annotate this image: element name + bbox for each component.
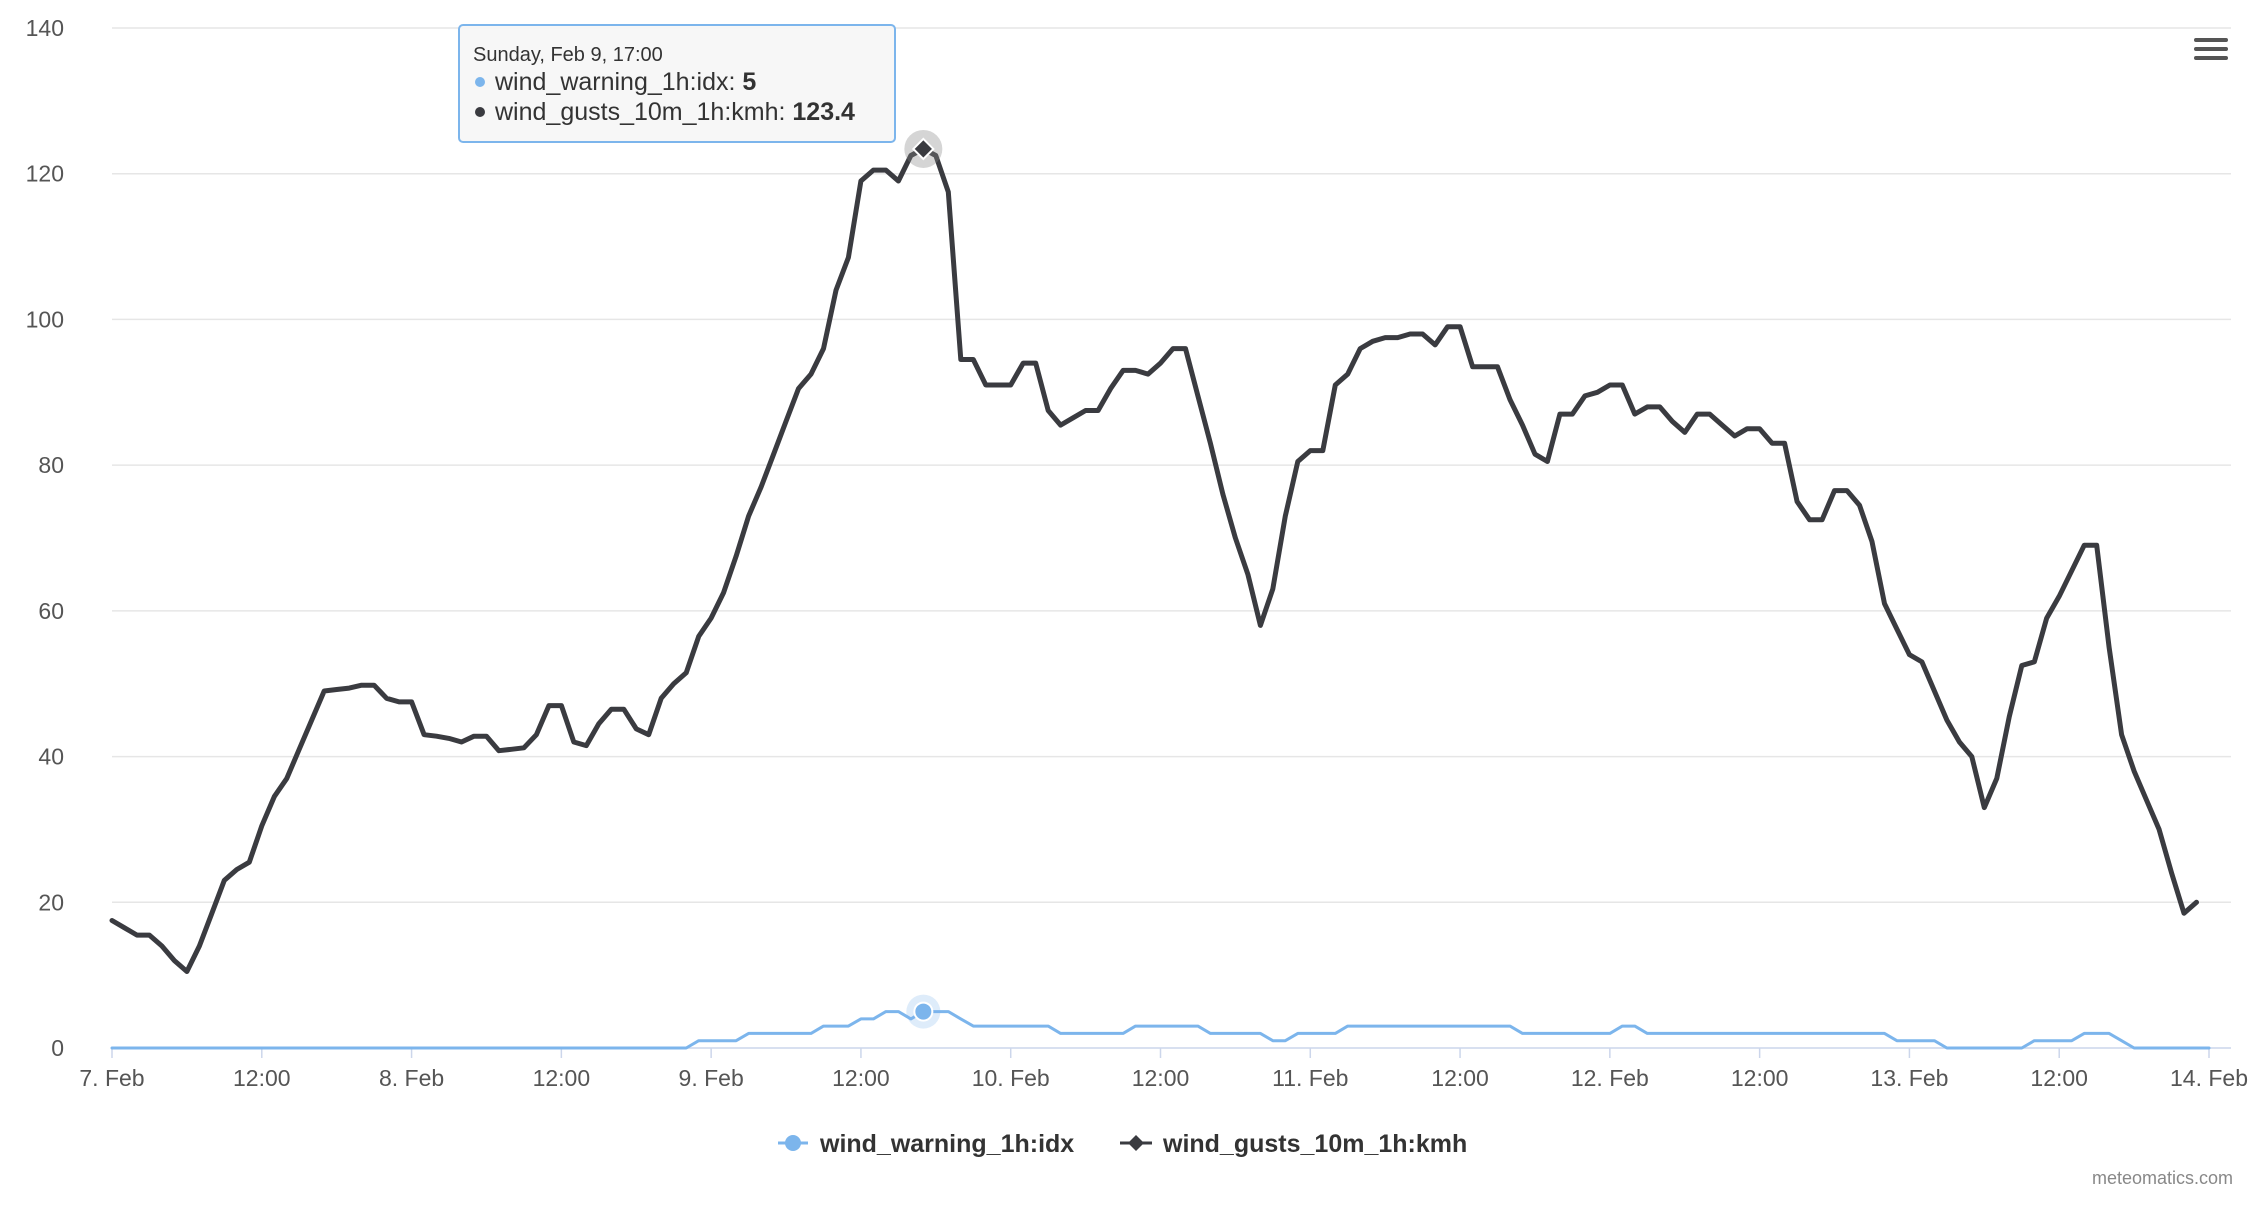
- tooltip-series-2-dot: [475, 107, 485, 117]
- x-tick-label: 10. Feb: [972, 1065, 1050, 1091]
- y-tick-label: 0: [51, 1035, 64, 1061]
- legend-label-wind-warning: wind_warning_1h:idx: [819, 1130, 1074, 1158]
- x-tick-label: 9. Feb: [679, 1065, 744, 1091]
- tooltip-box: [458, 24, 896, 143]
- tooltip-row-2-value: 123.4: [792, 98, 855, 126]
- legend-label-wind-gusts: wind_gusts_10m_1h:kmh: [1162, 1130, 1467, 1158]
- hover-point-wind-gusts[interactable]: [911, 137, 935, 161]
- hamburger-menu-icon[interactable]: [2186, 30, 2230, 70]
- x-tick-label: 12:00: [233, 1065, 291, 1091]
- y-tick-label: 60: [38, 598, 64, 624]
- x-tick-label: 8. Feb: [379, 1065, 444, 1091]
- legend-diamond-icon: [1128, 1135, 1144, 1151]
- legend-item-wind-gusts[interactable]: wind_gusts_10m_1h:kmh: [1120, 1130, 1467, 1158]
- x-tick-label: 7. Feb: [79, 1065, 144, 1091]
- hover-point-wind-warning[interactable]: [913, 1001, 934, 1022]
- tooltip-row-1-value: 5: [742, 68, 756, 96]
- legend: wind_warning_1h:idx wind_gusts_10m_1h:km…: [778, 1130, 1467, 1158]
- credits-link[interactable]: meteomatics.com: [2092, 1168, 2233, 1188]
- tooltip-row-2-label: wind_gusts_10m_1h:kmh:: [494, 98, 792, 126]
- y-tick-label: 20: [38, 889, 64, 915]
- x-tick-label: 11. Feb: [1272, 1065, 1348, 1091]
- series-line-wind-warning-1h-idx[interactable]: [110, 1010, 2211, 1050]
- tooltip-row-2: wind_gusts_10m_1h:kmh: 123.4: [494, 98, 855, 126]
- x-tick-label: 14. Feb: [2170, 1065, 2248, 1091]
- x-tick-label: 12:00: [1431, 1065, 1489, 1091]
- series-line-wind-gusts-10m-1h-kmh[interactable]: [109, 146, 2199, 974]
- y-axis: 0 20 40 60 80 100 120 140: [26, 15, 64, 1061]
- x-tick-label: 12:00: [533, 1065, 591, 1091]
- x-tick-label: 12:00: [832, 1065, 890, 1091]
- tooltip-header: Sunday, Feb 9, 17:00: [473, 44, 663, 66]
- tooltip: Sunday, Feb 9, 17:00 wind_warning_1h:idx…: [458, 24, 896, 143]
- y-tick-label: 140: [26, 15, 64, 41]
- legend-circle-icon: [785, 1135, 801, 1151]
- x-tick-label: 12:00: [1731, 1065, 1789, 1091]
- tooltip-row-1-label: wind_warning_1h:idx:: [494, 68, 742, 96]
- y-tick-label: 80: [38, 452, 64, 478]
- x-axis: 7. Feb 12:00 8. Feb 12:00 9. Feb 12:00 10. Feb…: [79, 1048, 2248, 1091]
- y-tick-label: 40: [38, 744, 64, 770]
- y-tick-label: 120: [26, 161, 64, 187]
- y-tick-label: 100: [26, 306, 64, 332]
- plot-area: [109, 146, 2211, 1050]
- legend-item-wind-warning[interactable]: wind_warning_1h:idx: [778, 1130, 1074, 1158]
- x-tick-label: 12:00: [2030, 1065, 2088, 1091]
- tooltip-row-1: wind_warning_1h:idx: 5: [494, 68, 756, 96]
- hover-markers: [904, 129, 943, 1029]
- x-tick-label: 12:00: [1132, 1065, 1190, 1091]
- tooltip-series-1-dot: [475, 77, 485, 87]
- x-tick-label: 12. Feb: [1571, 1065, 1649, 1091]
- x-tick-label: 13. Feb: [1870, 1065, 1948, 1091]
